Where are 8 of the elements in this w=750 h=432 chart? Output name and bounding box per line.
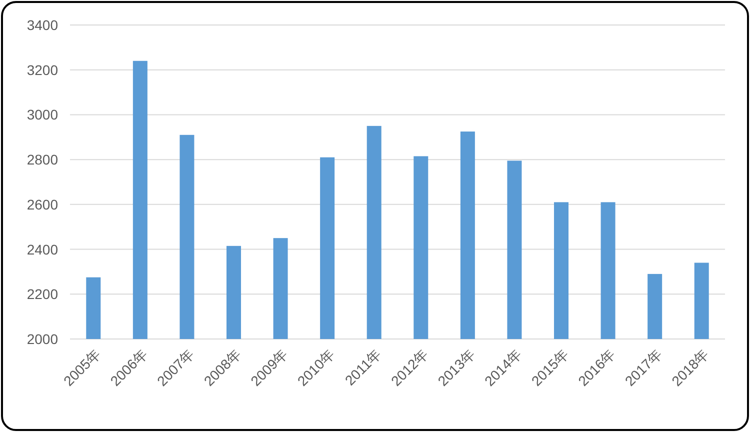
y-tick-label: 2400 bbox=[26, 241, 58, 258]
y-tick-label: 2600 bbox=[26, 196, 58, 212]
y-tick-label: 3000 bbox=[26, 106, 58, 123]
y-tick-label: 2800 bbox=[26, 152, 58, 168]
y-tick-label: 2000 bbox=[26, 331, 58, 347]
y-tick-label: 2200 bbox=[26, 286, 58, 302]
y-tick-label: 3400 bbox=[26, 17, 58, 33]
y-tick-label: 3200 bbox=[26, 62, 58, 78]
